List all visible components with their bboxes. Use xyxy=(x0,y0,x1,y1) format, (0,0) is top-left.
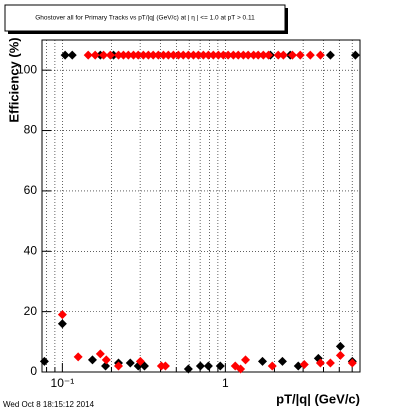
data-point xyxy=(125,358,135,368)
data-point xyxy=(233,50,243,60)
data-point xyxy=(258,50,268,60)
data-point xyxy=(39,356,49,366)
data-point xyxy=(267,361,277,371)
data-point xyxy=(215,361,225,371)
data-point xyxy=(57,319,67,329)
data-point xyxy=(143,50,153,60)
data-point xyxy=(118,50,128,60)
data-point xyxy=(213,50,223,60)
data-point xyxy=(123,50,133,60)
data-point xyxy=(67,50,77,60)
y-axis-label: Efficiency (%) xyxy=(6,37,21,122)
data-point xyxy=(60,50,70,60)
data-point xyxy=(203,50,213,60)
title-box xyxy=(4,4,286,32)
data-point xyxy=(287,50,297,60)
data-point xyxy=(243,50,253,60)
data-point xyxy=(305,50,315,60)
data-point xyxy=(236,364,246,374)
data-point xyxy=(128,50,138,60)
data-point xyxy=(315,50,325,60)
data-point xyxy=(178,50,188,60)
data-point xyxy=(133,50,143,60)
data-point xyxy=(315,358,325,368)
data-point xyxy=(198,50,208,60)
data-point xyxy=(223,50,233,60)
data-point xyxy=(105,50,115,60)
data-point xyxy=(299,359,309,369)
data-point xyxy=(195,361,205,371)
data-point xyxy=(208,50,218,60)
data-point xyxy=(95,349,105,359)
data-point xyxy=(218,50,228,60)
y-tick-label: 20 xyxy=(24,304,38,318)
data-point xyxy=(163,50,173,60)
plot-frame xyxy=(41,39,361,373)
data-point xyxy=(73,352,83,362)
data-point xyxy=(293,361,303,371)
data-point xyxy=(138,50,148,60)
data-point xyxy=(183,50,193,60)
data-point xyxy=(335,341,345,351)
data-point xyxy=(278,50,288,60)
data-point xyxy=(188,50,198,60)
data-point xyxy=(253,50,263,60)
data-point xyxy=(325,358,335,368)
data-point xyxy=(135,356,145,366)
data-point xyxy=(90,50,100,60)
data-point xyxy=(193,50,203,60)
data-point xyxy=(113,361,123,371)
data-point xyxy=(264,50,274,60)
chart-title: Ghostover all for Primary Tracks vs pT/|… xyxy=(35,15,255,22)
data-point xyxy=(158,50,168,60)
data-point xyxy=(325,50,335,60)
data-point xyxy=(101,361,111,371)
y-tick-label: 80 xyxy=(24,123,38,137)
footer-date: Wed Oct 8 18:15:12 2014 xyxy=(3,400,95,409)
data-point xyxy=(277,356,287,366)
data-point xyxy=(173,50,183,60)
data-point xyxy=(203,361,213,371)
data-point xyxy=(258,356,267,366)
data-point xyxy=(168,50,178,60)
x-tick-label: 1 xyxy=(222,376,229,390)
data-point xyxy=(101,355,111,365)
y-tick-label: 40 xyxy=(24,243,38,257)
data-point xyxy=(153,50,163,60)
x-axis-label: pT/|q| (GeV/c) xyxy=(276,391,360,406)
data-point xyxy=(335,350,345,360)
x-tick-label: 10⁻¹ xyxy=(51,376,75,390)
data-point xyxy=(241,355,251,365)
data-point xyxy=(347,358,357,368)
y-tick-label: 0 xyxy=(30,364,37,378)
data-point xyxy=(295,50,305,60)
data-point xyxy=(249,50,259,60)
data-point xyxy=(183,364,193,374)
data-point xyxy=(83,50,93,60)
data-point xyxy=(113,50,123,60)
data-point xyxy=(273,50,283,60)
data-point xyxy=(87,355,97,365)
y-tick-label: 60 xyxy=(24,183,38,197)
data-point xyxy=(238,50,248,60)
data-point xyxy=(148,50,158,60)
y-tick-label: 100 xyxy=(17,62,37,76)
data-point xyxy=(228,50,238,60)
data-point xyxy=(160,361,170,371)
data-point xyxy=(99,50,109,60)
data-point xyxy=(350,50,360,60)
data-point xyxy=(57,310,67,320)
